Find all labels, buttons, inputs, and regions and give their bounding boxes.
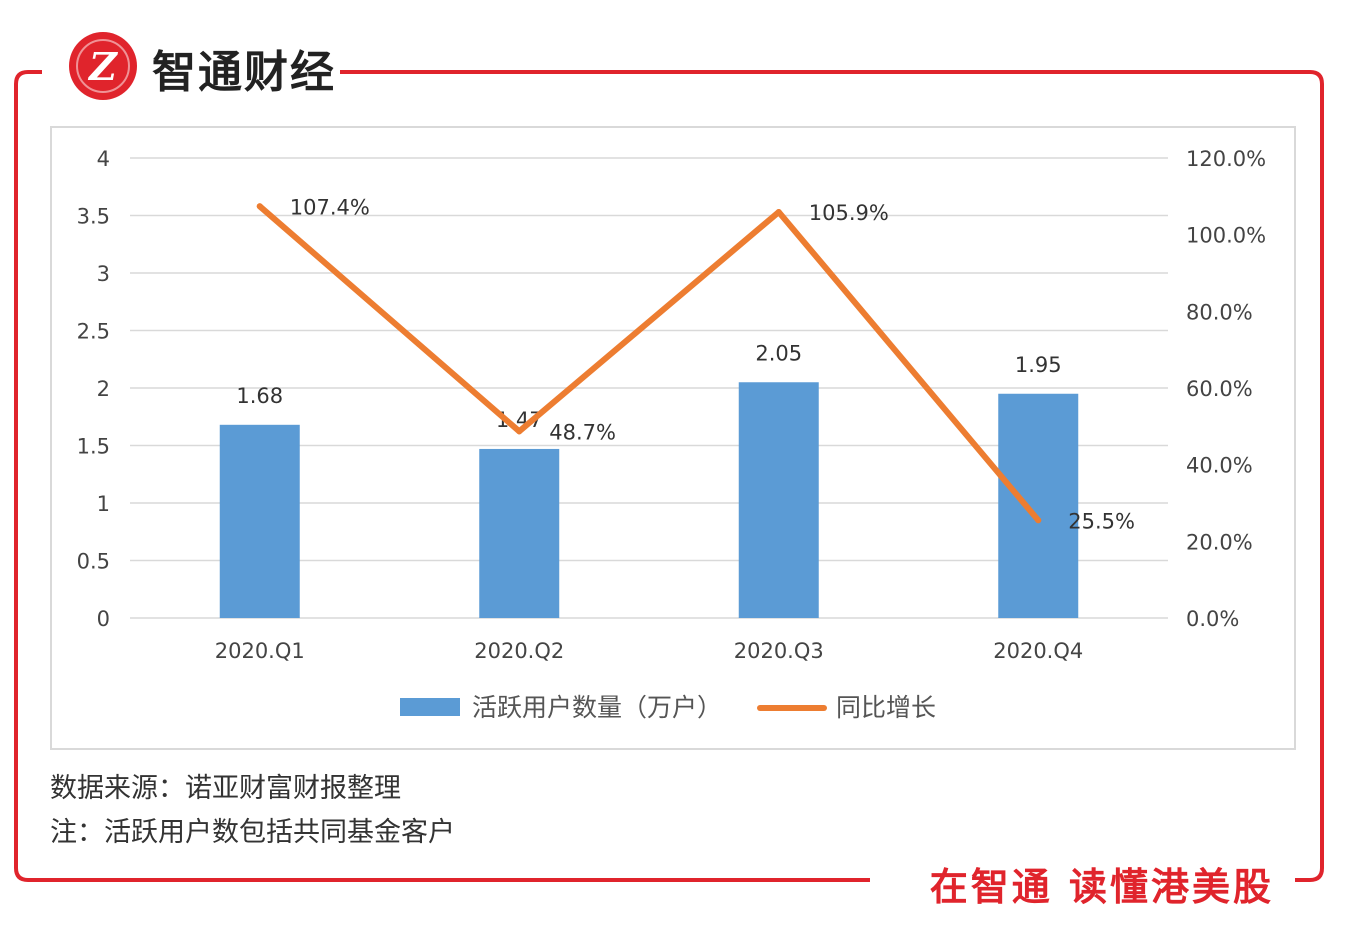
bar-data-label: 1.95 xyxy=(1015,353,1062,377)
left-axis-tick-label: 1.5 xyxy=(77,435,110,459)
brand-logo-icon: Z xyxy=(69,32,137,100)
legend-bar-label: 活跃用户数量（万户） xyxy=(472,693,722,722)
left-axis-tick-label: 0.5 xyxy=(77,550,110,574)
bar-data-label: 2.05 xyxy=(755,341,802,365)
line-data-label: 107.4% xyxy=(290,195,370,219)
line-point xyxy=(516,428,523,435)
chart-panel: 0 0.5 1 1.5 2 2.5 3 3.5 4 0.0% 20.0% 40.0% 60.0% 80.0… xyxy=(50,126,1296,750)
left-axis-tick-label: 2.5 xyxy=(77,320,110,344)
line-data-label: 48.7% xyxy=(549,420,616,444)
left-axis-tick-label: 0 xyxy=(97,607,110,631)
svg-text:Z: Z xyxy=(87,44,118,89)
x-axis-tick-label: 2020.Q2 xyxy=(474,639,564,663)
left-axis-tick-label: 4 xyxy=(97,147,110,171)
line-data-label: 105.9% xyxy=(809,201,889,225)
right-axis-tick-label: 120.0% xyxy=(1186,147,1266,171)
right-axis-tick-label: 60.0% xyxy=(1186,377,1253,401)
line-point xyxy=(775,209,782,216)
bar xyxy=(998,393,1079,618)
footnote: 注：活跃用户数包括共同基金客户 xyxy=(50,817,455,848)
line-point xyxy=(256,203,263,210)
line-point xyxy=(1035,517,1042,524)
bar xyxy=(479,448,560,618)
slogan: 在智通 读懂港美股 xyxy=(923,856,1280,911)
legend-bar-swatch xyxy=(400,698,460,716)
x-axis-tick-label: 2020.Q4 xyxy=(993,639,1083,663)
right-axis-tick-label: 0.0% xyxy=(1186,607,1239,631)
bar xyxy=(738,382,819,618)
source-note: 数据来源：诺亚财富财报整理 xyxy=(50,773,401,804)
bar-data-label: 1.68 xyxy=(236,384,283,408)
growth-series-line xyxy=(256,203,1042,524)
left-axis-tick-label: 3 xyxy=(97,262,110,286)
right-axis-tick-label: 100.0% xyxy=(1186,224,1266,248)
frame-border-line xyxy=(14,70,870,882)
x-axis-tick-label: 2020.Q1 xyxy=(215,639,305,663)
x-axis-tick-label: 2020.Q3 xyxy=(734,639,824,663)
left-axis-tick-label: 2 xyxy=(97,377,110,401)
left-axis-tick-label: 3.5 xyxy=(77,205,110,229)
bar xyxy=(219,424,300,618)
right-axis-tick-label: 20.0% xyxy=(1186,530,1253,554)
frame-border-line xyxy=(340,70,1324,882)
right-axis-tick-label: 40.0% xyxy=(1186,454,1253,478)
right-axis-tick-label: 80.0% xyxy=(1186,300,1253,324)
combo-chart: 00.511.522.533.540.0%20.0%40.0%60.0%80.0… xyxy=(77,147,1266,722)
line-data-label: 25.5% xyxy=(1068,509,1135,533)
brand-name: 智通财经 xyxy=(152,47,336,98)
legend-line-label: 同比增长 xyxy=(836,693,936,722)
left-axis-tick-label: 1 xyxy=(97,492,110,516)
